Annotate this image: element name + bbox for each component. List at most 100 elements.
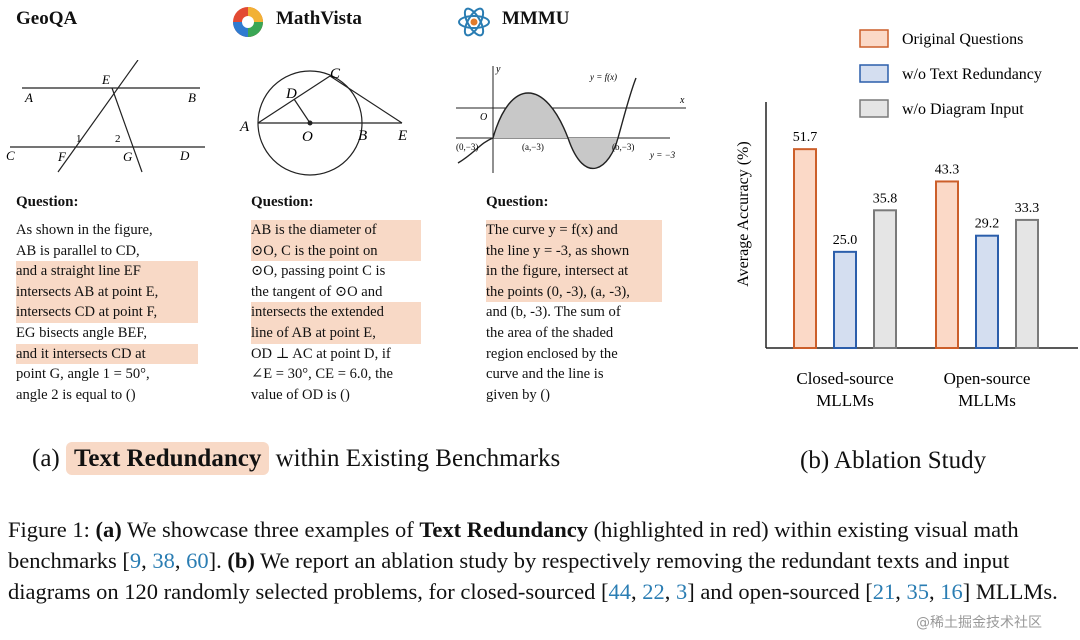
bar-value-label: 43.3 xyxy=(935,162,960,177)
geoqa-line-5-highlighted: intersects CD at point F, xyxy=(16,302,198,323)
geoqa-label-f: F xyxy=(57,149,67,164)
geoqa-title: GeoQA xyxy=(16,8,78,29)
mmmu-logo-icon xyxy=(458,7,490,37)
mmmu-line-3-highlighted: in the figure, intersect at xyxy=(486,261,662,282)
mmmu-line-4-highlighted: the points (0, -3), (a, -3), xyxy=(486,281,662,303)
mmmu-line-1-highlighted: The curve y = f(x) and xyxy=(486,220,662,241)
mathvista-label-b: B xyxy=(358,128,367,144)
mmmu-line-7: region enclosed by the xyxy=(486,345,618,362)
caption-text-redundancy: Text Redundancy xyxy=(419,517,589,542)
caption-a-marker: (a) xyxy=(95,517,122,542)
mmmu-line-2-highlighted: the line y = -3, as shown xyxy=(486,240,662,262)
legend-swatch-original-questions xyxy=(859,29,889,48)
mathvista-label-d: D xyxy=(285,86,297,102)
bar-value-label: 33.3 xyxy=(1015,201,1040,216)
citation-link[interactable]: 35 xyxy=(906,579,930,604)
geoqa-diagram: A B E C D F G 1 2 xyxy=(6,60,205,173)
chart-x-tick-labels: Closed-source MLLMs Open-source MLLMs xyxy=(796,369,1030,410)
legend-swatch-w-o-diagram-input xyxy=(859,99,889,118)
citation-link[interactable]: 22 xyxy=(642,579,665,604)
citation-link[interactable]: 44 xyxy=(608,579,631,604)
mathvista-question: AB is the diameter of ⊙O, C is the point… xyxy=(251,220,421,405)
mathvista-label-a: A xyxy=(239,119,250,135)
mmmu-label-pb: (b,−3) xyxy=(612,142,634,152)
bar-value-label: 29.2 xyxy=(975,217,1000,232)
mathvista-line-9: value of OD is () xyxy=(251,386,350,403)
mmmu-label-pa: (a,−3) xyxy=(522,142,544,152)
mmmu-question: The curve y = f(x) and the line y = -3, … xyxy=(486,220,662,405)
mathvista-label-o: O xyxy=(302,129,313,145)
mathvista-logo-icon xyxy=(233,7,263,37)
bar-value-label: 35.8 xyxy=(873,191,898,206)
mathvista-title: MathVista xyxy=(276,8,362,29)
bar-value-label: 51.7 xyxy=(793,130,818,145)
geoqa-line-8: point G, angle 1 = 50°, xyxy=(16,366,150,383)
subcaption-a: (a) Text Redundancy within Existing Benc… xyxy=(32,442,561,475)
caption-text-4: We report an ablation study by respectiv… xyxy=(8,548,1010,604)
mmmu-label-y: y xyxy=(495,64,501,75)
geoqa-line-2: AB is parallel to CD, xyxy=(16,242,140,259)
geoqa-label-a: A xyxy=(24,90,33,105)
mathvista-line-8: ∠E = 30°, CE = 6.0, the xyxy=(251,366,393,383)
mmmu-label-fx: y = f(x) xyxy=(589,72,617,82)
geoqa-label-d: D xyxy=(179,148,190,163)
x-tick-label: Closed-source xyxy=(796,369,893,388)
caption-sep: , xyxy=(141,548,153,573)
ablation-chart: Original Questions w/o Text Redundancy w/o… xyxy=(735,29,1078,410)
subcaption-a-prefix: (a) xyxy=(32,445,60,472)
citation-link[interactable]: 21 xyxy=(872,579,896,604)
subcaption-a-highlight: Text Redundancy xyxy=(66,442,270,475)
caption-b-marker: (b) xyxy=(227,548,255,573)
mmmu-line-5: and (b, -3). The sum of xyxy=(486,304,621,321)
mathvista-line-2-highlighted: ⊙O, C is the point on xyxy=(251,240,421,262)
bar-w-o-diagram-input-closed-source-mllms xyxy=(873,209,897,349)
legend-label-w-o-diagram-input: w/o Diagram Input xyxy=(902,101,1024,118)
caption-text-3: ]. xyxy=(208,548,222,573)
geoqa-line-7-highlighted: and it intersects CD at xyxy=(16,343,198,365)
legend-swatch-w-o-text-redundancy xyxy=(859,64,889,83)
subcaption-b: (b) Ablation Study xyxy=(800,447,987,474)
bar-w-o-text-redundancy-open-source-mllms xyxy=(975,234,999,349)
mmmu-line-6: the area of the shaded xyxy=(486,324,614,341)
mathvista-line-5-highlighted: intersects the extended xyxy=(251,302,421,323)
geoqa-label-angle2: 2 xyxy=(115,133,121,145)
mmmu-label-p0: (0,−3) xyxy=(456,142,478,152)
mathvista-line-4: the tangent of ⊙O and xyxy=(251,283,383,300)
citation-link[interactable]: 60 xyxy=(186,548,209,573)
caption-text-6: ] MLLMs. xyxy=(962,579,1058,604)
citation-link[interactable]: 3 xyxy=(675,579,688,604)
bar-w-o-text-redundancy-closed-source-mllms xyxy=(833,250,857,350)
mmmu-line-9: given by () xyxy=(486,386,551,403)
citation-link[interactable]: 38 xyxy=(152,548,175,573)
caption-sep: , xyxy=(895,579,907,604)
geoqa-line-4-highlighted: intersects AB at point E, xyxy=(16,281,198,303)
geoqa-question: As shown in the figure, AB is parallel t… xyxy=(16,220,198,405)
legend-label-w-o-text-redundancy: w/o Text Redundancy xyxy=(902,66,1042,83)
mmmu-diagram: y x O y = f(x) y = −3 (0,−3) (a,−3) (b,−… xyxy=(456,64,686,173)
geoqa-label-angle1: 1 xyxy=(76,133,82,145)
geoqa-question-label: Question: xyxy=(16,194,79,210)
mathvista-line-3: ⊙O, passing point C is xyxy=(251,263,386,280)
geoqa-line-1: As shown in the figure, xyxy=(16,222,153,238)
mathvista-line-1-highlighted: AB is the diameter of xyxy=(251,220,421,241)
x-tick-label: MLLMs xyxy=(816,391,874,410)
mmmu-question-label: Question: xyxy=(486,194,549,210)
mathvista-line-7: OD ⊥ AC at point D, if xyxy=(251,345,391,362)
x-tick-label: MLLMs xyxy=(958,391,1016,410)
chart-y-axis-label: Average Accuracy (%) xyxy=(735,141,752,286)
bar-w-o-diagram-input-open-source-mllms xyxy=(1015,218,1039,349)
x-tick-label: Open-source xyxy=(944,369,1031,388)
mathvista-label-c: C xyxy=(330,66,341,82)
mmmu-label-origin: O xyxy=(480,112,487,123)
citation-link[interactable]: 16 xyxy=(940,579,963,604)
mathvista-diagram: A C D O B E xyxy=(239,66,407,176)
citation-link[interactable]: 9 xyxy=(129,548,142,573)
mmmu-label-x: x xyxy=(679,95,685,106)
mathvista-line-6-highlighted: line of AB at point E, xyxy=(251,322,421,344)
geoqa-line-6: EG bisects angle BEF, xyxy=(16,324,147,341)
subcaption-a-suffix: within Existing Benchmarks xyxy=(275,445,561,472)
geoqa-line-3-highlighted: and a straight line EF xyxy=(16,261,198,282)
chart-bars: 51.7 43.3 25.0 29.2 35.8 33.3 xyxy=(793,130,1040,350)
caption-sep: , xyxy=(630,579,643,604)
geoqa-label-c: C xyxy=(6,148,15,163)
